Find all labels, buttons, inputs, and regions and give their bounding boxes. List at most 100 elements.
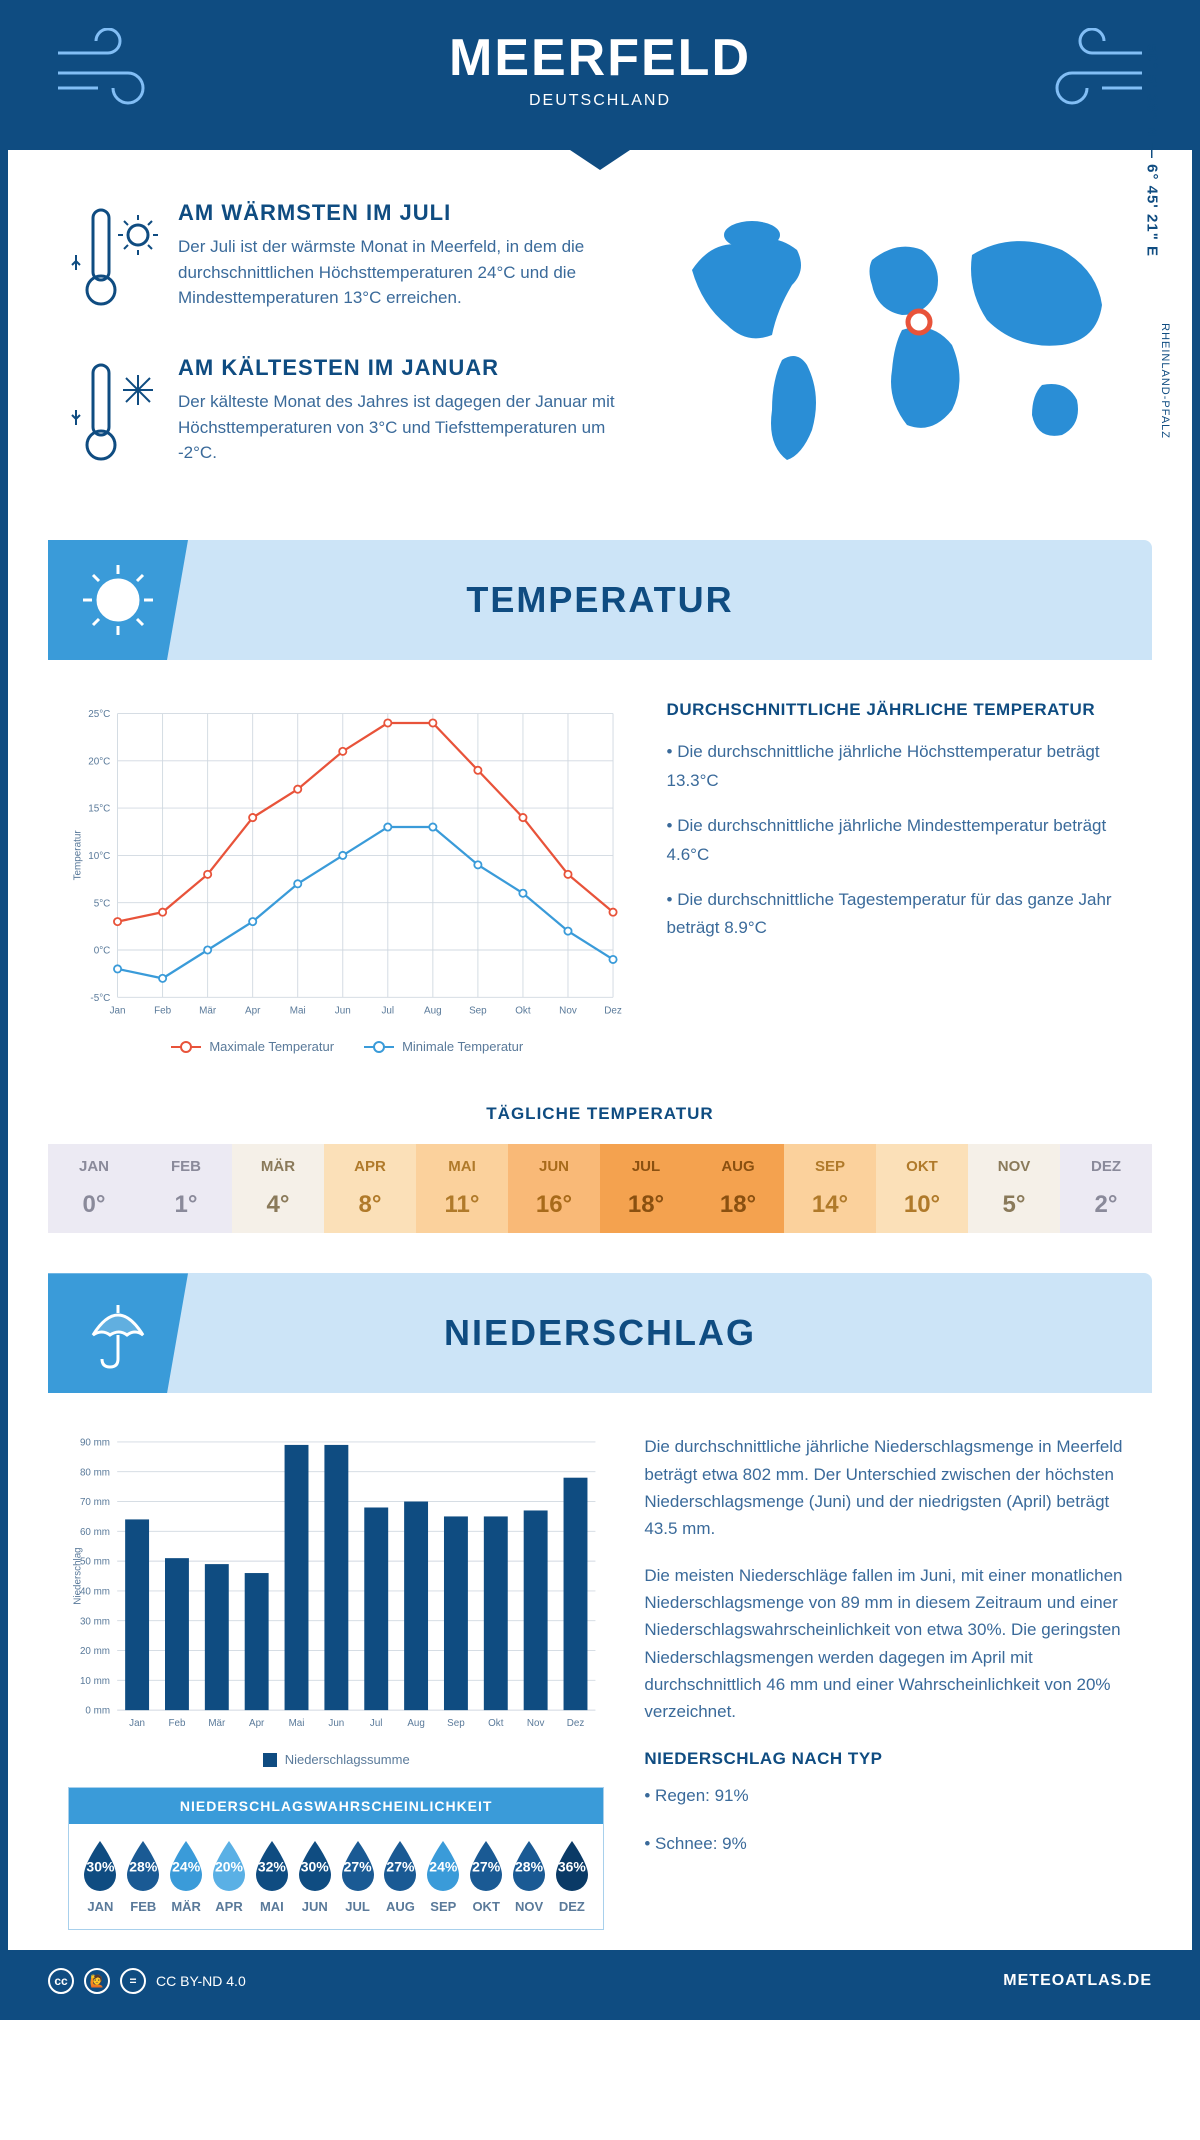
intro-section: AM WÄRMSTEN IM JULI Der Juli ist der wär… <box>8 150 1192 540</box>
svg-text:20°C: 20°C <box>88 756 110 767</box>
prob-cell: 28% NOV <box>508 1839 551 1914</box>
svg-text:Jun: Jun <box>335 1006 351 1017</box>
temp-info-title: DURCHSCHNITTLICHE JÄHRLICHE TEMPERATUR <box>667 700 1132 720</box>
umbrella-icon <box>48 1273 188 1393</box>
precip-legend-label: Niederschlagssumme <box>285 1752 410 1767</box>
warmest-text: Der Juli ist der wärmste Monat in Meerfe… <box>178 234 632 311</box>
temp-info-line: • Die durchschnittliche Tagestemperatur … <box>667 886 1132 944</box>
svg-text:Apr: Apr <box>249 1719 265 1730</box>
temp-info-line: • Die durchschnittliche jährliche Mindes… <box>667 812 1132 870</box>
svg-text:30 mm: 30 mm <box>80 1617 110 1628</box>
daily-cell: JUL18° <box>600 1144 692 1233</box>
svg-text:80 mm: 80 mm <box>80 1468 110 1479</box>
svg-text:Sep: Sep <box>447 1719 465 1730</box>
daily-cell: DEZ2° <box>1060 1144 1152 1233</box>
world-map-svg <box>662 200 1132 480</box>
precip-type-line: • Regen: 91% <box>644 1782 1132 1809</box>
daily-cell: MÄR4° <box>232 1144 324 1233</box>
warmest-block: AM WÄRMSTEN IM JULI Der Juli ist der wär… <box>68 200 632 325</box>
prob-cell: 27% JUL <box>336 1839 379 1914</box>
daily-cell: SEP14° <box>784 1144 876 1233</box>
prob-cell: 30% JAN <box>79 1839 122 1914</box>
nd-icon: = <box>120 1968 146 1994</box>
svg-text:5°C: 5°C <box>94 898 111 909</box>
svg-text:Mai: Mai <box>289 1719 305 1730</box>
svg-text:90 mm: 90 mm <box>80 1438 110 1449</box>
legend-min: Minimale Temperatur <box>402 1039 523 1054</box>
daily-cell: OKT10° <box>876 1144 968 1233</box>
daily-cell: APR8° <box>324 1144 416 1233</box>
daily-cell: JUN16° <box>508 1144 600 1233</box>
legend-max: Maximale Temperatur <box>209 1039 334 1054</box>
svg-text:Mai: Mai <box>290 1006 306 1017</box>
prob-cell: 28% FEB <box>122 1839 165 1914</box>
precip-p2: Die meisten Niederschläge fallen im Juni… <box>644 1562 1132 1725</box>
cc-icon: cc <box>48 1968 74 1994</box>
temp-legend: Maximale Temperatur Minimale Temperatur <box>68 1039 627 1054</box>
prob-cell: 30% JUN <box>293 1839 336 1914</box>
prob-title: NIEDERSCHLAGSWAHRSCHEINLICHKEIT <box>69 1788 603 1824</box>
daily-cell: NOV5° <box>968 1144 1060 1233</box>
precipitation-chart: 0 mm 10 mm 20 mm 30 mm 40 mm 50 mm 60 mm 70 mm 8… <box>68 1433 604 1930</box>
prob-cell: 20% APR <box>208 1839 251 1914</box>
svg-text:Nov: Nov <box>559 1006 577 1017</box>
daily-cell: FEB1° <box>140 1144 232 1233</box>
precipitation-title: NIEDERSCHLAG <box>444 1312 756 1354</box>
svg-text:Temperatur: Temperatur <box>73 830 84 881</box>
svg-text:Dez: Dez <box>567 1719 585 1730</box>
svg-text:0°C: 0°C <box>94 946 111 957</box>
temperature-banner: TEMPERATUR <box>48 540 1152 660</box>
svg-text:60 mm: 60 mm <box>80 1527 110 1538</box>
daily-cell: JAN0° <box>48 1144 140 1233</box>
coldest-block: AM KÄLTESTEN IM JANUAR Der kälteste Mona… <box>68 355 632 480</box>
svg-text:Aug: Aug <box>407 1719 425 1730</box>
precipitation-banner: NIEDERSCHLAG <box>48 1273 1152 1393</box>
prob-cell: 24% SEP <box>422 1839 465 1914</box>
page-title: MEERFELD <box>8 28 1192 88</box>
svg-text:Jun: Jun <box>328 1719 344 1730</box>
temperature-title: TEMPERATUR <box>466 579 733 621</box>
svg-text:Okt: Okt <box>488 1719 504 1730</box>
daily-temp-grid: JAN0°FEB1°MÄR4°APR8°MAI11°JUN16°JUL18°AU… <box>48 1144 1152 1233</box>
wind-icon-left <box>48 28 168 108</box>
precip-type-line: • Schnee: 9% <box>644 1830 1132 1857</box>
temperature-info: DURCHSCHNITTLICHE JÄHRLICHE TEMPERATUR •… <box>667 700 1132 1054</box>
site-name: METEOATLAS.DE <box>1003 1972 1152 1990</box>
prob-cell: 36% DEZ <box>550 1839 593 1914</box>
region-label: RHEINLAND-PFALZ <box>1159 323 1171 439</box>
daily-temp-title: TÄGLICHE TEMPERATUR <box>8 1104 1192 1124</box>
svg-text:Mär: Mär <box>199 1006 217 1017</box>
temp-info-line: • Die durchschnittliche jährliche Höchst… <box>667 738 1132 796</box>
svg-text:50 mm: 50 mm <box>80 1557 110 1568</box>
country-label: DEUTSCHLAND <box>8 92 1192 110</box>
svg-text:Dez: Dez <box>604 1006 622 1017</box>
svg-text:Jan: Jan <box>129 1719 145 1730</box>
daily-cell: MAI11° <box>416 1144 508 1233</box>
coldest-title: AM KÄLTESTEN IM JANUAR <box>178 355 632 381</box>
svg-text:Nov: Nov <box>527 1719 545 1730</box>
svg-text:Jul: Jul <box>381 1006 394 1017</box>
svg-text:Okt: Okt <box>515 1006 531 1017</box>
warmest-title: AM WÄRMSTEN IM JULI <box>178 200 632 226</box>
sun-icon <box>48 540 188 660</box>
thermometer-hot-icon <box>68 200 158 325</box>
svg-text:10 mm: 10 mm <box>80 1676 110 1687</box>
svg-text:70 mm: 70 mm <box>80 1497 110 1508</box>
svg-text:Jan: Jan <box>110 1006 126 1017</box>
world-map <box>662 200 1132 480</box>
precip-legend: Niederschlagssumme <box>68 1752 604 1767</box>
svg-text:Jul: Jul <box>370 1719 383 1730</box>
footer: cc 🙋 = CC BY-ND 4.0 METEOATLAS.DE <box>8 1950 1192 2012</box>
precip-p1: Die durchschnittliche jährliche Niedersc… <box>644 1433 1132 1542</box>
svg-text:Aug: Aug <box>424 1006 442 1017</box>
svg-text:0 mm: 0 mm <box>85 1706 110 1717</box>
svg-text:40 mm: 40 mm <box>80 1587 110 1598</box>
thermometer-cold-icon <box>68 355 158 480</box>
prob-cell: 32% MAI <box>250 1839 293 1914</box>
svg-text:Mär: Mär <box>208 1719 226 1730</box>
prob-cell: 27% AUG <box>379 1839 422 1914</box>
by-icon: 🙋 <box>84 1968 110 1994</box>
svg-text:20 mm: 20 mm <box>80 1646 110 1657</box>
precipitation-probability: NIEDERSCHLAGSWAHRSCHEINLICHKEIT 30% JAN … <box>68 1787 604 1930</box>
prob-cell: 24% MÄR <box>165 1839 208 1914</box>
